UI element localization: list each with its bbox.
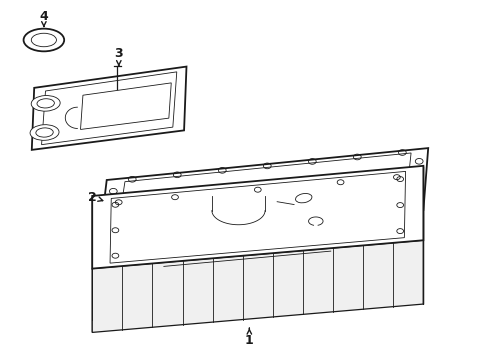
Text: 3: 3 (114, 46, 123, 66)
Text: 4: 4 (40, 10, 48, 27)
Ellipse shape (31, 33, 56, 47)
Ellipse shape (121, 99, 136, 107)
Polygon shape (81, 83, 171, 130)
Ellipse shape (36, 128, 53, 137)
Polygon shape (92, 166, 423, 269)
Text: 2: 2 (88, 190, 102, 203)
Polygon shape (117, 153, 410, 235)
Ellipse shape (31, 95, 60, 111)
Polygon shape (92, 240, 423, 332)
Ellipse shape (295, 193, 311, 203)
Polygon shape (110, 171, 405, 263)
Text: 1: 1 (244, 328, 253, 347)
Polygon shape (99, 148, 427, 240)
Polygon shape (32, 67, 186, 150)
Polygon shape (41, 72, 177, 145)
Ellipse shape (23, 29, 64, 51)
Ellipse shape (37, 99, 54, 108)
Ellipse shape (30, 125, 59, 140)
